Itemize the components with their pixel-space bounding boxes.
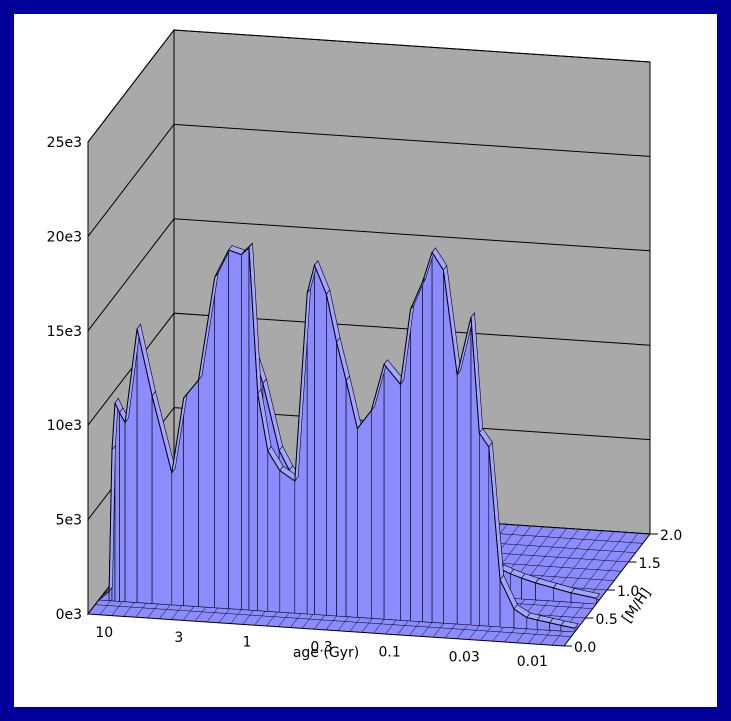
surface-panel xyxy=(326,293,337,617)
histogram-surface xyxy=(98,242,601,633)
x-tick-label: 0.01 xyxy=(517,654,548,670)
surface-panel xyxy=(119,412,126,603)
x-tick-label: 3 xyxy=(174,630,183,646)
surface-panel xyxy=(336,341,347,617)
y-tick-label: 1.5 xyxy=(639,556,661,572)
z-gridline xyxy=(87,218,651,332)
z-tick-label: 5e3 xyxy=(56,513,82,529)
chart-panel: age (Gyr) [M/H] 0e3 5e3 10e3 15e3 20e3 25e3 10… xyxy=(14,14,717,707)
surface-panel xyxy=(214,249,229,610)
z-tick-label: 25e3 xyxy=(47,135,82,151)
surface-panel xyxy=(431,252,444,624)
y-tick-label: 2.0 xyxy=(660,528,682,544)
x-tick-label: 1 xyxy=(242,635,251,651)
z-tick-label: 0e3 xyxy=(56,607,82,623)
surface-panel xyxy=(422,252,433,623)
surface-panel xyxy=(357,410,372,619)
x-tick-label: 0.03 xyxy=(449,649,480,665)
z-gridline xyxy=(87,123,651,237)
surface-panel xyxy=(410,281,423,623)
ridge-1 xyxy=(98,242,579,633)
z-tick-label: 10e3 xyxy=(47,418,82,434)
surface-panel xyxy=(228,249,242,610)
x-tick-label: 0.3 xyxy=(310,640,332,656)
surface-panel xyxy=(279,470,296,614)
x-tick-label: 0.1 xyxy=(379,644,401,660)
surface-panel xyxy=(383,363,401,621)
z-gridline xyxy=(87,312,651,426)
z-gridline xyxy=(87,29,651,143)
surface-plot-3d: age (Gyr) [M/H] 0e35e310e315e320e325e310… xyxy=(47,28,682,670)
surface-panel xyxy=(478,432,490,627)
z-tick-label: 20e3 xyxy=(47,229,82,245)
floor-gridline xyxy=(95,604,572,637)
surface-panel xyxy=(241,247,250,611)
surface-panel xyxy=(267,450,281,613)
surface-crest-line xyxy=(98,246,575,629)
y-tick-label: 0.5 xyxy=(596,612,618,628)
x-tick-label: 10 xyxy=(95,625,113,641)
x-axis-title: age (Gyr) xyxy=(293,645,359,661)
z-tick-label: 15e3 xyxy=(47,324,82,340)
surface-panel xyxy=(183,379,199,608)
surface-panel xyxy=(314,264,327,616)
y-tick-label: 1.0 xyxy=(617,584,639,600)
y-tick-label: 0.0 xyxy=(574,640,596,656)
